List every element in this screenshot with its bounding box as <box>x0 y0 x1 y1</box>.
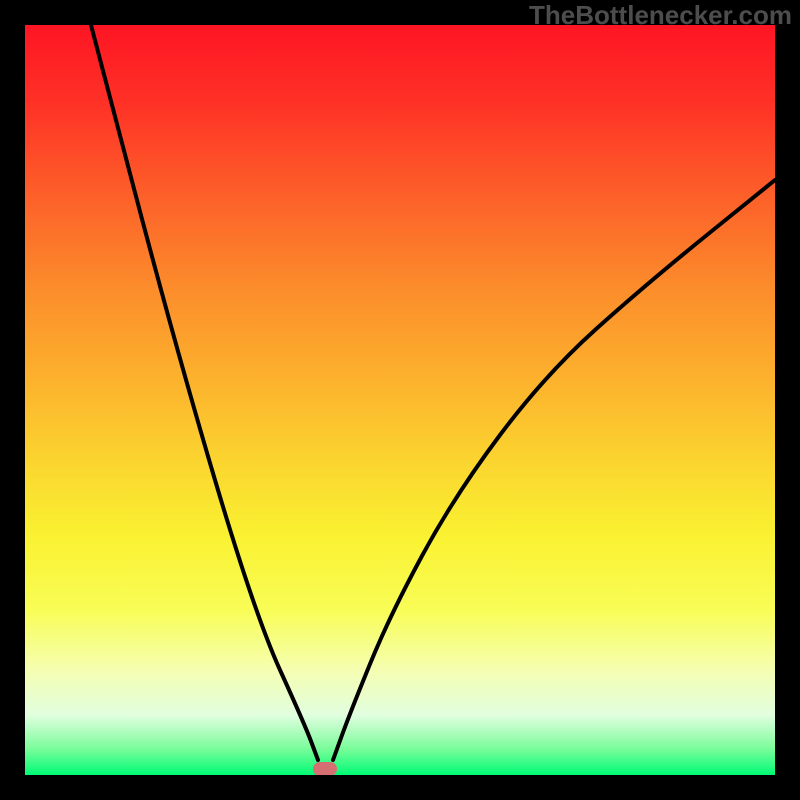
chart-frame: TheBottlenecker.com <box>0 0 800 800</box>
v-curve <box>0 0 800 800</box>
curve-left-branch <box>91 25 318 760</box>
curve-right-branch <box>333 180 775 760</box>
watermark-text: TheBottlenecker.com <box>529 0 792 31</box>
minimum-marker <box>313 762 337 776</box>
